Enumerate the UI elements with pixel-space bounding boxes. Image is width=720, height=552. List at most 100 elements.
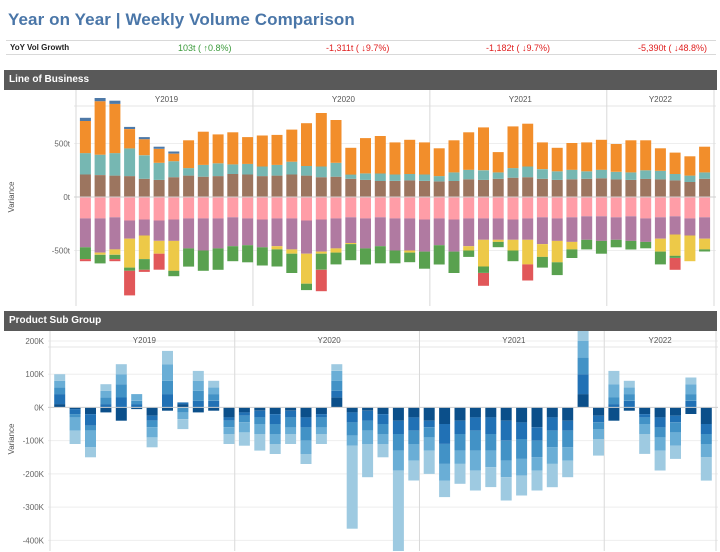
psg-bar-segment[interactable] xyxy=(346,435,358,446)
psg-bar-segment[interactable] xyxy=(392,420,404,434)
psg-bar-segment[interactable] xyxy=(408,444,420,461)
psg-bar-segment[interactable] xyxy=(100,404,112,408)
psg-bar-segment[interactable] xyxy=(469,407,481,418)
lob-bar-segment[interactable] xyxy=(286,129,298,162)
psg-bar-segment[interactable] xyxy=(54,404,66,408)
psg-bar-segment[interactable] xyxy=(685,384,697,395)
psg-bar-segment[interactable] xyxy=(177,419,189,430)
lob-bar-segment[interactable] xyxy=(345,217,357,243)
lob-bar-segment[interactable] xyxy=(448,197,460,220)
psg-bar-segment[interactable] xyxy=(346,407,358,413)
lob-bar-segment[interactable] xyxy=(610,179,622,197)
lob-bar-segment[interactable] xyxy=(315,269,327,292)
psg-bar-segment[interactable] xyxy=(85,430,96,448)
lob-bar-segment[interactable] xyxy=(595,178,607,197)
psg-bar-segment[interactable] xyxy=(285,434,297,444)
lob-bar-segment[interactable] xyxy=(94,252,106,255)
psg-bar-segment[interactable] xyxy=(377,407,389,414)
psg-bar-segment[interactable] xyxy=(639,424,651,434)
psg-bar-segment[interactable] xyxy=(69,414,81,418)
lob-bar-segment[interactable] xyxy=(404,218,416,251)
psg-bar-segment[interactable] xyxy=(377,414,389,425)
lob-bar-segment[interactable] xyxy=(286,218,298,250)
psg-bar-segment[interactable] xyxy=(177,407,189,413)
psg-bar-segment[interactable] xyxy=(331,370,343,381)
psg-bar-segment[interactable] xyxy=(531,427,543,441)
lob-bar-segment[interactable] xyxy=(419,251,430,269)
psg-bar-segment[interactable] xyxy=(254,407,266,411)
psg-bar-segment[interactable] xyxy=(146,420,158,428)
psg-bar-segment[interactable] xyxy=(639,407,651,414)
lob-bar-segment[interactable] xyxy=(669,180,681,197)
lob-bar-segment[interactable] xyxy=(478,127,489,171)
psg-bar-segment[interactable] xyxy=(131,400,143,405)
lob-bar-segment[interactable] xyxy=(242,163,254,175)
psg-bar-segment[interactable] xyxy=(269,407,281,414)
psg-bar-segment[interactable] xyxy=(238,407,250,413)
psg-bar-segment[interactable] xyxy=(500,407,512,421)
lob-bar-segment[interactable] xyxy=(227,217,239,247)
psg-bar-segment[interactable] xyxy=(377,424,389,434)
lob-bar-segment[interactable] xyxy=(654,197,666,218)
psg-bar-segment[interactable] xyxy=(346,445,358,529)
lob-bar-segment[interactable] xyxy=(448,251,460,273)
lob-bar-segment[interactable] xyxy=(345,178,357,197)
lob-bar-segment[interactable] xyxy=(492,218,504,240)
psg-bar-segment[interactable] xyxy=(131,404,143,408)
lob-bar-segment[interactable] xyxy=(168,161,180,178)
psg-bar-segment[interactable] xyxy=(700,457,712,481)
psg-bar-segment[interactable] xyxy=(85,407,96,414)
psg-bar-segment[interactable] xyxy=(362,410,374,421)
psg-bar-segment[interactable] xyxy=(223,427,235,434)
lob-bar-segment[interactable] xyxy=(669,216,681,235)
lob-bar-segment[interactable] xyxy=(212,218,224,249)
lob-bar-segment[interactable] xyxy=(478,197,489,219)
lob-bar-segment[interactable] xyxy=(463,197,475,219)
psg-bar-segment[interactable] xyxy=(423,437,435,451)
psg-bar-segment[interactable] xyxy=(392,450,404,471)
lob-bar-segment[interactable] xyxy=(256,176,268,197)
psg-bar-segment[interactable] xyxy=(254,434,266,451)
lob-bar-segment[interactable] xyxy=(256,197,268,220)
lob-bar-segment[interactable] xyxy=(640,197,652,219)
psg-bar-segment[interactable] xyxy=(269,424,281,434)
lob-bar-segment[interactable] xyxy=(625,172,637,180)
psg-bar-segment[interactable] xyxy=(300,440,312,454)
lob-bar-segment[interactable] xyxy=(79,153,91,175)
psg-bar-segment[interactable] xyxy=(593,415,604,423)
psg-bar-segment[interactable] xyxy=(162,394,173,408)
lob-bar-segment[interactable] xyxy=(242,245,254,263)
psg-bar-segment[interactable] xyxy=(454,450,466,464)
lob-bar-segment[interactable] xyxy=(478,266,489,273)
lob-bar-segment[interactable] xyxy=(124,197,136,221)
lob-bar-segment[interactable] xyxy=(684,218,696,236)
lob-bar-segment[interactable] xyxy=(551,262,563,276)
lob-bar-segment[interactable] xyxy=(463,169,475,180)
psg-bar-segment[interactable] xyxy=(623,407,635,411)
lob-bar-segment[interactable] xyxy=(227,246,239,262)
psg-bar-segment[interactable] xyxy=(654,417,666,428)
psg-bar-segment[interactable] xyxy=(54,380,66,388)
psg-bar-segment[interactable] xyxy=(608,407,620,421)
lob-bar-segment[interactable] xyxy=(153,162,165,180)
lob-bar-segment[interactable] xyxy=(330,248,342,253)
psg-bar-segment[interactable] xyxy=(654,450,666,471)
lob-bar-segment[interactable] xyxy=(640,170,652,179)
psg-bar-segment[interactable] xyxy=(346,422,358,436)
lob-bar-segment[interactable] xyxy=(315,166,327,178)
psg-bar-segment[interactable] xyxy=(531,440,543,458)
psg-bar-segment[interactable] xyxy=(577,394,589,408)
psg-bar-segment[interactable] xyxy=(423,407,435,421)
lob-bar-segment[interactable] xyxy=(625,216,637,241)
psg-bar-segment[interactable] xyxy=(562,430,574,448)
lob-bar-segment[interactable] xyxy=(124,267,136,271)
lob-bar-segment[interactable] xyxy=(654,148,666,171)
psg-bar-segment[interactable] xyxy=(346,412,358,423)
lob-bar-segment[interactable] xyxy=(566,241,578,250)
lob-bar-segment[interactable] xyxy=(301,197,312,221)
lob-bar-segment[interactable] xyxy=(669,197,681,217)
line-of-business-chart[interactable]: 500t 0t -500t Variance Y2019 Y2020 Y2021 Y2022 xyxy=(0,90,720,306)
lob-bar-segment[interactable] xyxy=(492,239,504,242)
psg-bar-segment[interactable] xyxy=(54,394,66,405)
lob-bar-segment[interactable] xyxy=(301,253,312,284)
